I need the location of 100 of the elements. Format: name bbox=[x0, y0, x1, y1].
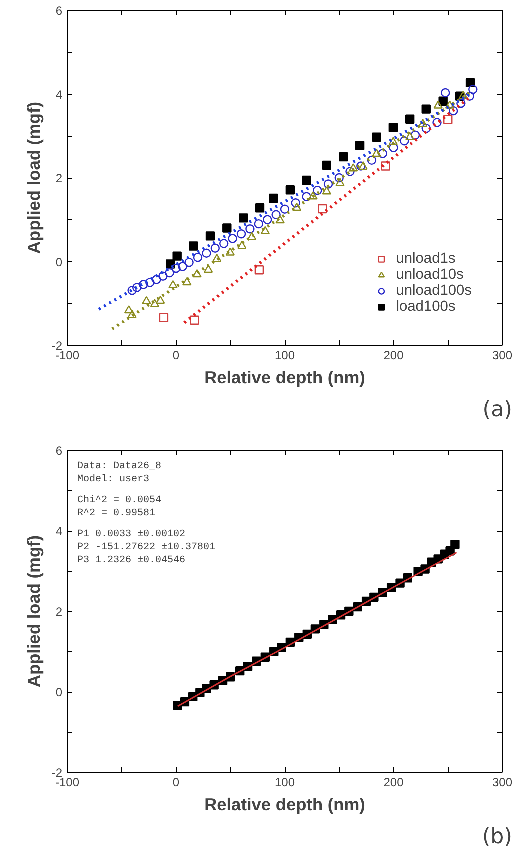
point bbox=[302, 192, 312, 202]
point bbox=[448, 106, 458, 116]
x-tick-label: 0 bbox=[172, 348, 180, 362]
y-axis-title: Applied load (mgf) bbox=[24, 535, 44, 688]
point bbox=[182, 277, 192, 286]
y-tick-label: 2 bbox=[56, 172, 63, 186]
point bbox=[318, 204, 328, 214]
point bbox=[172, 252, 182, 261]
point bbox=[432, 118, 442, 128]
point bbox=[292, 202, 302, 212]
legend-label: unload1s bbox=[396, 251, 456, 267]
x-tick-label: 0 bbox=[172, 776, 180, 790]
point bbox=[254, 219, 264, 229]
x-tick-label: -100 bbox=[55, 348, 80, 362]
point bbox=[372, 148, 382, 158]
point bbox=[405, 132, 415, 140]
point bbox=[193, 252, 203, 262]
point bbox=[388, 123, 398, 132]
x-tick-label: 100 bbox=[274, 776, 296, 790]
point bbox=[450, 540, 460, 550]
point bbox=[228, 234, 238, 244]
point bbox=[190, 316, 200, 325]
point bbox=[152, 275, 162, 284]
x-axis-title: Relative depth (nm) bbox=[204, 368, 366, 388]
point bbox=[334, 173, 344, 183]
x-tick-label: 200 bbox=[384, 348, 404, 362]
point bbox=[260, 226, 270, 235]
point bbox=[272, 210, 281, 220]
point bbox=[378, 149, 388, 158]
point bbox=[206, 232, 216, 241]
point bbox=[381, 162, 390, 171]
point bbox=[246, 224, 255, 234]
point bbox=[168, 280, 178, 289]
point bbox=[159, 313, 169, 322]
point bbox=[247, 232, 257, 240]
point bbox=[422, 124, 431, 134]
point bbox=[468, 85, 478, 94]
annotation: P2 -151.27622 ±10.37801 bbox=[78, 542, 216, 554]
point bbox=[269, 194, 278, 204]
legend-label: unload100s bbox=[396, 283, 472, 299]
x-tick-label: 100 bbox=[274, 348, 296, 362]
annotation: P1 0.0033 ±0.00102 bbox=[78, 530, 186, 540]
point bbox=[346, 167, 355, 176]
point bbox=[280, 204, 290, 214]
point bbox=[302, 176, 312, 186]
annotation: Data: Data26_8 bbox=[78, 462, 162, 472]
point bbox=[355, 141, 365, 150]
point bbox=[389, 143, 398, 152]
y-tick-label: 6 bbox=[56, 444, 63, 458]
point bbox=[142, 296, 152, 304]
point bbox=[405, 114, 415, 124]
point bbox=[178, 262, 188, 272]
point bbox=[441, 88, 450, 98]
point bbox=[456, 98, 466, 108]
point bbox=[210, 244, 220, 253]
x-tick-label: -100 bbox=[55, 776, 80, 790]
point bbox=[158, 272, 168, 281]
point bbox=[255, 204, 265, 213]
point bbox=[226, 248, 236, 256]
annotation: R^2 = 0.99581 bbox=[78, 508, 156, 520]
point bbox=[156, 296, 166, 304]
point bbox=[444, 115, 453, 124]
point bbox=[348, 164, 358, 172]
annotation: Chi^2 = 0.0054 bbox=[78, 494, 162, 506]
point bbox=[322, 160, 332, 170]
point bbox=[132, 283, 142, 292]
legend-label: load100s bbox=[396, 299, 456, 315]
point bbox=[165, 268, 174, 278]
point bbox=[434, 100, 443, 109]
point bbox=[322, 186, 332, 195]
point bbox=[276, 215, 285, 224]
legend-label: unload10s bbox=[396, 267, 464, 283]
y-tick-label: 6 bbox=[56, 4, 63, 18]
y-axis-title: Applied load (mgf) bbox=[24, 102, 44, 254]
point bbox=[458, 91, 468, 100]
point bbox=[308, 192, 318, 200]
point bbox=[239, 214, 248, 223]
point bbox=[212, 254, 222, 262]
x-axis-title: Relative depth (nm) bbox=[204, 794, 366, 814]
point bbox=[400, 136, 410, 146]
x-tick-label: 200 bbox=[384, 776, 404, 790]
point bbox=[204, 264, 214, 274]
point bbox=[445, 100, 455, 109]
y-tick-label: 4 bbox=[56, 524, 63, 538]
y-tick-label: 0 bbox=[56, 255, 63, 270]
y-tick-label: 0 bbox=[56, 686, 63, 700]
point bbox=[202, 248, 212, 258]
point bbox=[372, 132, 382, 142]
y-tick-label: 2 bbox=[56, 605, 63, 619]
point bbox=[238, 241, 247, 250]
point bbox=[128, 310, 137, 318]
y-tick-label: 4 bbox=[56, 88, 63, 102]
point bbox=[220, 239, 229, 248]
point bbox=[124, 306, 134, 314]
point bbox=[146, 278, 155, 288]
point bbox=[139, 280, 148, 290]
text: (b) bbox=[482, 824, 513, 850]
point bbox=[222, 224, 232, 233]
point bbox=[410, 130, 420, 140]
point bbox=[465, 92, 474, 101]
